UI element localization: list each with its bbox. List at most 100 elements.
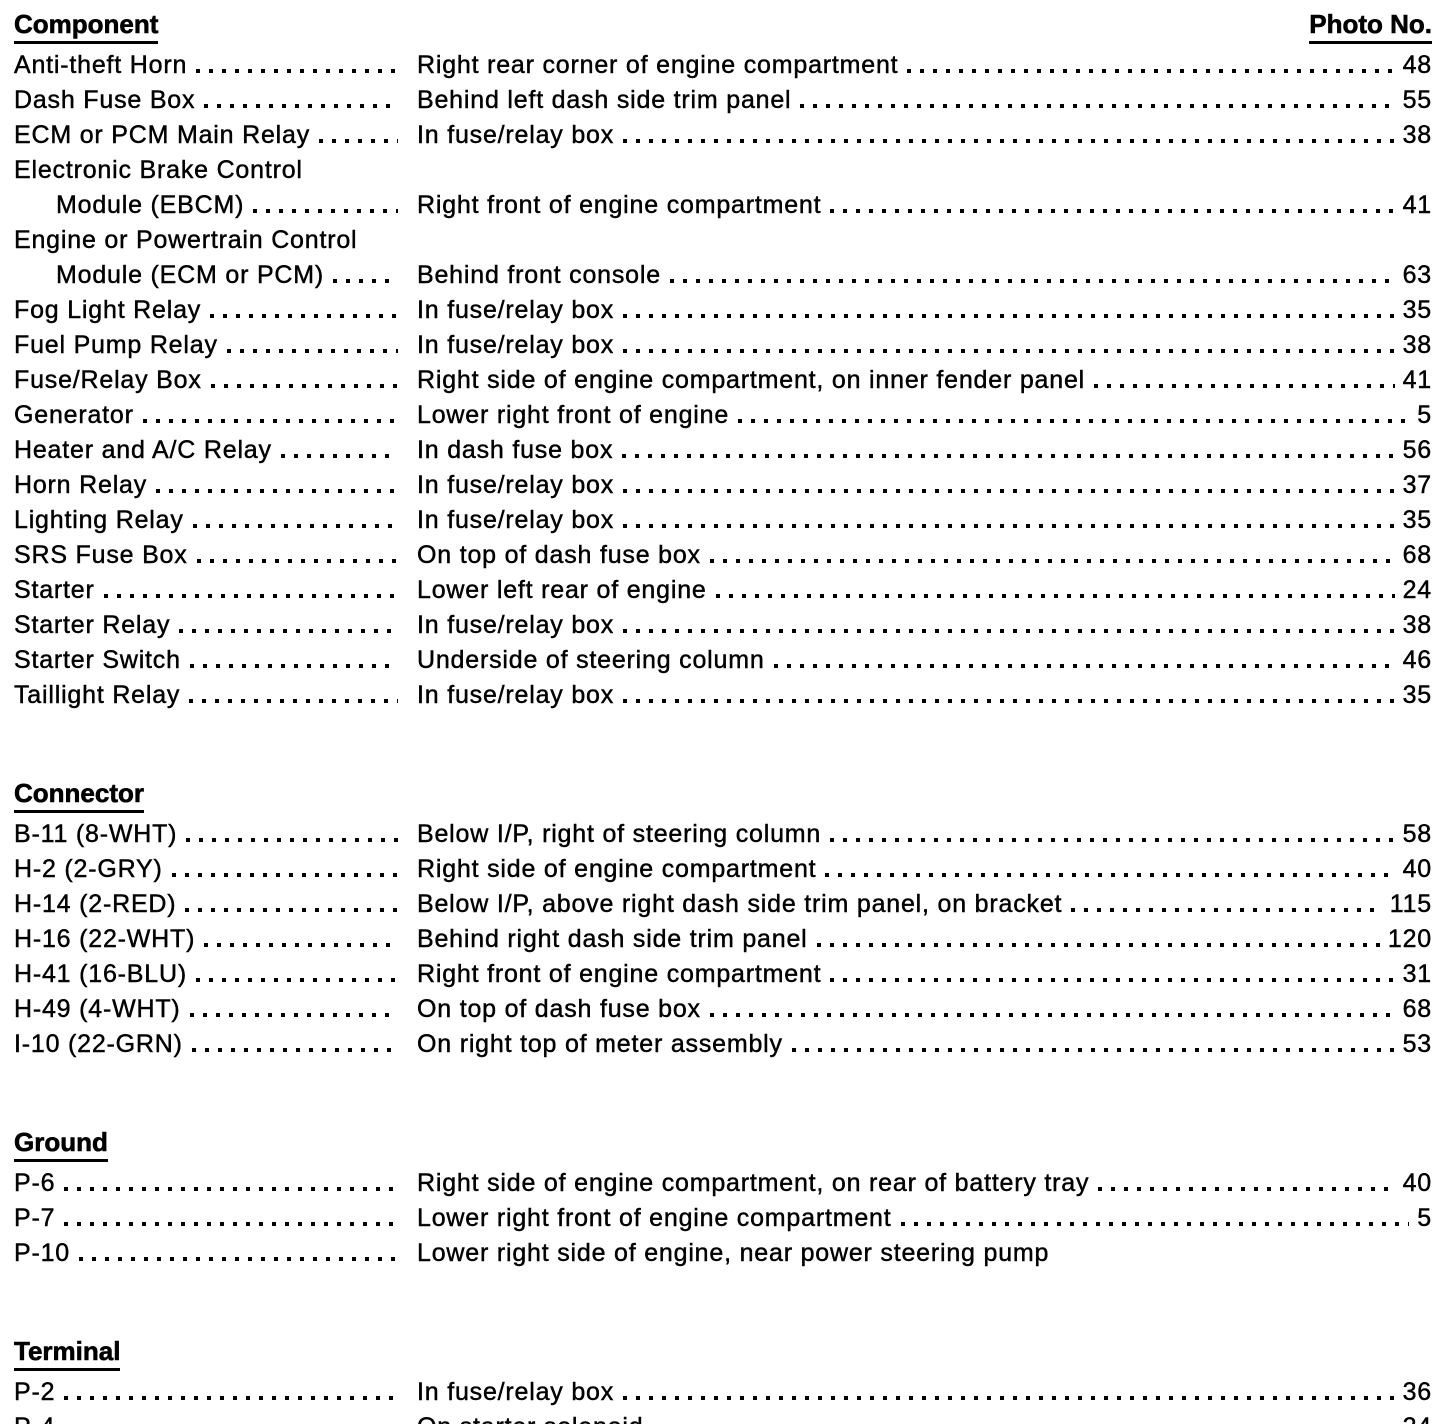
dot-leader [204, 943, 398, 947]
dot-leader [103, 594, 398, 598]
dot-leader [1094, 384, 1395, 388]
row-photo-number: 115 [1389, 890, 1432, 918]
index-row: Generator Lower right front of engine 5 [14, 398, 1432, 433]
index-row: Horn Relay In fuse/relay box 37 [14, 468, 1432, 503]
row-location: On right top of meter assembly [417, 1030, 783, 1058]
row-name-cell: Starter Switch [14, 643, 406, 678]
section-connector: Connector B-11 (8-WHT) Below I/P, right of… [14, 777, 1432, 1062]
dot-leader [791, 1048, 1395, 1052]
row-location: Lower left rear of engine [417, 576, 707, 604]
index-row: Fog Light Relay In fuse/relay box 35 [14, 293, 1432, 328]
row-location: On top of dash fuse box [417, 541, 701, 569]
index-row: Fuse/Relay Box Right side of engine compa… [14, 363, 1432, 398]
row-location-cell: In dash fuse box 56 [417, 433, 1432, 468]
row-name: P-7 [14, 1204, 56, 1232]
row-photo-number: 46 [1402, 646, 1432, 674]
row-location: Behind right dash side trim panel [417, 925, 808, 953]
section-terminal: Terminal P-2 In fuse/relay box 36 P-4 On star… [14, 1335, 1432, 1424]
row-name-cell: P-10 [14, 1236, 406, 1271]
row-location-cell: Underside of steering column 46 [417, 643, 1432, 678]
index-row: P-4 On starter solenoid 24 [14, 1410, 1432, 1424]
row-location-cell: In fuse/relay box 36 [417, 1375, 1432, 1410]
index-row: SRS Fuse Box On top of dash fuse box 68 [14, 538, 1432, 573]
row-photo-number: 68 [1402, 541, 1432, 569]
row-photo-number: 63 [1402, 261, 1432, 289]
dot-leader [196, 69, 398, 73]
row-photo-number: 5 [1417, 1204, 1432, 1232]
index-row: Taillight Relay In fuse/relay box 35 [14, 678, 1432, 713]
row-name: H-49 (4-WHT) [14, 995, 181, 1023]
row-name-cell: P-2 [14, 1375, 406, 1410]
row-photo-number: 38 [1402, 121, 1432, 149]
dot-leader [319, 139, 398, 143]
dot-leader [195, 978, 398, 982]
row-location: In fuse/relay box [417, 471, 615, 499]
index-row: H-16 (22-WHT) Behind right dash side trim… [14, 922, 1432, 957]
row-location-cell: In fuse/relay box 38 [417, 328, 1432, 363]
row-name: Generator [14, 401, 134, 429]
dot-leader [623, 699, 1395, 703]
row-location-cell: In fuse/relay box 35 [417, 503, 1432, 538]
index-row: P-10 Lower right side of engine, near pow… [14, 1236, 1432, 1271]
dot-leader [192, 524, 398, 528]
dot-leader [709, 559, 1395, 563]
index-row: Heater and A/C Relay In dash fuse box 56 [14, 433, 1432, 468]
row-location: In dash fuse box [417, 436, 614, 464]
dot-leader [623, 1396, 1395, 1400]
row-name-cell: P-7 [14, 1201, 406, 1236]
row-name: Anti-theft Horn [14, 51, 188, 79]
dot-leader [280, 454, 398, 458]
row-photo-number: 56 [1402, 436, 1432, 464]
row-name: Module (ECM or PCM) [56, 261, 325, 289]
row-location-cell: Lower right front of engine 5 [417, 398, 1432, 433]
row-photo-number: 55 [1402, 86, 1432, 114]
dot-leader [204, 104, 398, 108]
row-name: Fuse/Relay Box [14, 366, 202, 394]
row-name-cell: Starter [14, 573, 406, 608]
row-name: B-11 (8-WHT) [14, 820, 178, 848]
row-location: Right rear corner of engine compartment [417, 51, 899, 79]
row-photo-number: 35 [1402, 296, 1432, 324]
row-location-cell: In fuse/relay box 37 [417, 468, 1432, 503]
row-name: Heater and A/C Relay [14, 436, 272, 464]
row-location-cell: Behind right dash side trim panel 120 [417, 922, 1432, 957]
section-component: Component Photo No. Anti-theft Horn Right r… [14, 8, 1433, 713]
row-name-cell: H-16 (22-WHT) [14, 922, 406, 957]
index-row: Starter Lower left rear of engine 24 [14, 573, 1432, 608]
row-photo-number: 40 [1402, 855, 1432, 883]
row-location-cell: In fuse/relay box 38 [417, 118, 1432, 153]
row-location-cell: In fuse/relay box 38 [417, 608, 1432, 643]
row-name: Starter Switch [14, 646, 181, 674]
row-photo-number: 53 [1402, 1030, 1432, 1058]
section-title-component: Component [14, 8, 159, 44]
row-name-line: Engine or Powertrain Control [14, 226, 358, 254]
row-location: In fuse/relay box [417, 331, 615, 359]
row-photo-number: 41 [1402, 366, 1432, 394]
dot-leader [64, 1396, 398, 1400]
row-location: Underside of steering column [417, 646, 765, 674]
row-name: ECM or PCM Main Relay [14, 121, 311, 149]
row-name: SRS Fuse Box [14, 541, 188, 569]
row-location: Lower right front of engine [417, 401, 730, 429]
dot-leader [210, 384, 398, 388]
dot-leader [825, 873, 1395, 877]
row-name-cell: Starter Relay [14, 608, 406, 643]
row-location: Right side of engine compartment, on rea… [417, 1169, 1090, 1197]
index-row: Starter Switch Underside of steering colu… [14, 643, 1432, 678]
row-location-cell: On starter solenoid 24 [417, 1410, 1432, 1424]
row-name: H-2 (2-GRY) [14, 855, 163, 883]
index-row: Anti-theft Horn Right rear corner of engi… [14, 48, 1432, 83]
row-name: Starter Relay [14, 611, 171, 639]
dot-leader [800, 104, 1395, 108]
dot-leader [189, 1013, 398, 1017]
row-photo-number: 40 [1402, 1169, 1432, 1197]
row-location-cell: Lower left rear of engine 24 [417, 573, 1432, 608]
row-name-cell: H-14 (2-RED) [14, 887, 406, 922]
row-location: In fuse/relay box [417, 296, 615, 324]
index-row: P-7 Lower right front of engine compartme… [14, 1201, 1432, 1236]
row-name-cell: Fuse/Relay Box [14, 363, 406, 398]
index-row: H-41 (16-BLU) Right front of engine compa… [14, 957, 1432, 992]
row-photo-number: 37 [1402, 471, 1432, 499]
dot-leader [64, 1187, 398, 1191]
